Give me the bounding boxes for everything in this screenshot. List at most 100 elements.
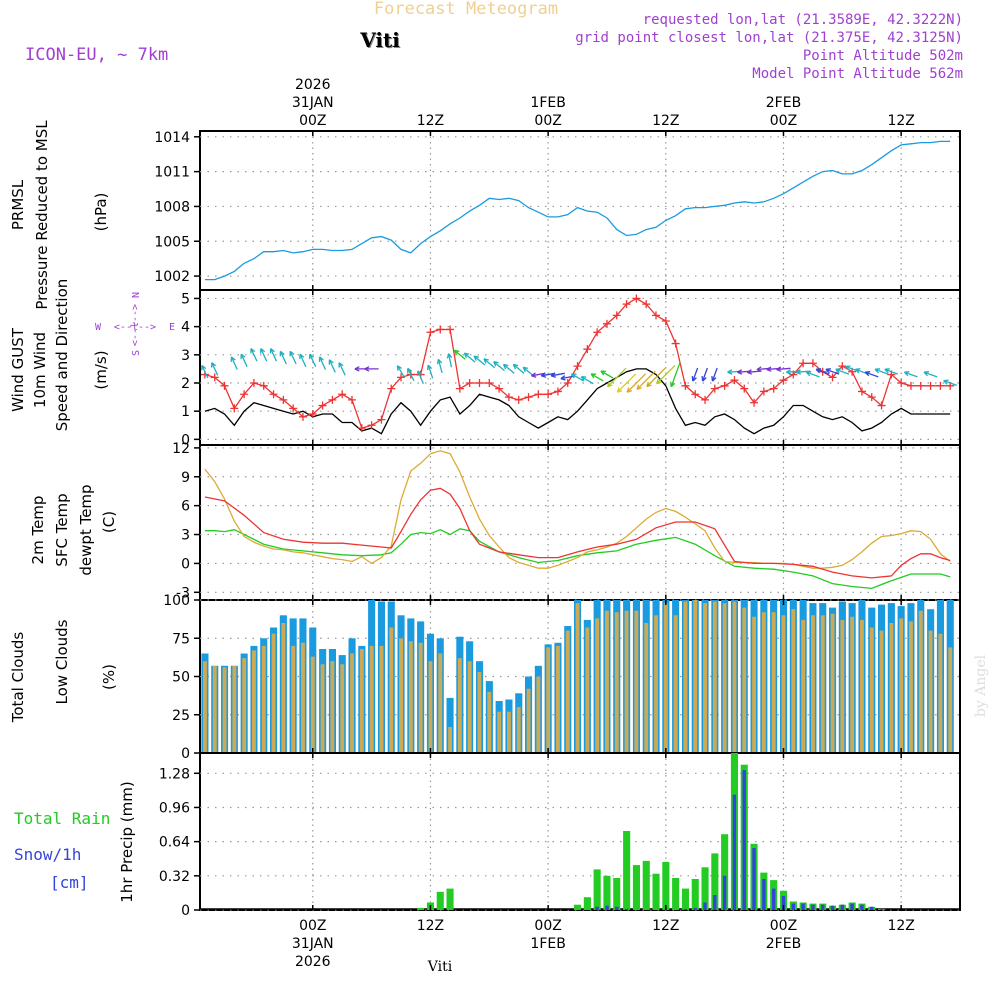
low-clouds-bar [389, 627, 394, 753]
y-tick-label: 6 [181, 499, 190, 515]
low-clouds-bar [252, 650, 256, 753]
wind-arrow [250, 347, 258, 362]
dewpoint-line [204, 528, 951, 590]
wind-arrow [655, 364, 676, 385]
wind-arrow [835, 368, 850, 375]
low-clouds-bar [722, 603, 727, 753]
rain-bar [583, 897, 591, 910]
wind-arrow [446, 353, 453, 368]
wind-unit: (m/s) [92, 350, 110, 389]
time-label-bottom: 00Z [299, 918, 326, 934]
y-tick-label: 4 [181, 320, 190, 336]
wind-arrow [600, 370, 614, 379]
wind-arrow [864, 371, 879, 378]
low-clouds-bar [212, 665, 217, 753]
gust-marker [240, 390, 249, 399]
low-clouds-bar [899, 618, 904, 753]
snow-bar [683, 908, 688, 910]
y-tick-label: 0 [181, 903, 190, 919]
wind-arrow [746, 369, 762, 375]
wind-arrow [211, 362, 219, 376]
y-tick-label: 0.96 [159, 800, 190, 816]
time-label-bottom: 00Z [770, 918, 797, 934]
compass-west: W [95, 322, 102, 333]
wind-arrow [540, 372, 556, 378]
wind-arrow [560, 375, 575, 381]
compass-south: S [131, 350, 142, 356]
gust-marker [544, 390, 553, 399]
snow-unit-label: [cm] [50, 873, 89, 892]
gust-marker [338, 390, 347, 399]
pressure-label-2: Pressure Reduced to MSL [33, 120, 51, 310]
gust-marker [279, 395, 288, 404]
credit-watermark: by Angel [973, 654, 989, 717]
wind-10m-label: 10m Wind [31, 332, 49, 408]
wind-panel: 0 1 2 3 4 5 Wind GUST 10m Wind Speed and Dire… [9, 279, 961, 448]
requested-coords: requested lon,lat (21.3589E, 42.3222N) [643, 12, 963, 28]
rain-bar [436, 891, 444, 910]
time-label-bottom: 2026 [295, 954, 331, 970]
wind-arrow [338, 362, 346, 376]
snow-bar [830, 905, 835, 910]
snow-label: Snow/1h [14, 845, 81, 864]
pressure-panel: 1002 1005 1008 1011 1014 PRMSL Pressure Redu… [9, 120, 961, 310]
wind-arrow [502, 363, 515, 374]
snow-bar [742, 770, 746, 910]
low-clouds-bar [791, 609, 796, 753]
low-clouds-bar [820, 615, 825, 753]
snow-bar [821, 904, 825, 910]
rain-bar [623, 831, 631, 910]
rain-bar [632, 865, 640, 910]
y-tick-label: 1005 [154, 234, 190, 250]
time-label-bottom: 2FEB [766, 936, 801, 952]
wind-arrow [701, 367, 709, 382]
gust-marker [495, 384, 504, 393]
gust-marker [387, 384, 396, 393]
low-clouds-bar [585, 627, 590, 753]
precip-unit: 1hr Precip (mm) [118, 781, 136, 902]
wind-arrow [550, 372, 565, 378]
wind-arrow [805, 371, 820, 378]
gust-marker [553, 387, 562, 396]
low-clouds-bar [448, 727, 452, 753]
rain-bar [662, 861, 670, 910]
gust-marker [926, 381, 935, 390]
y-tick-label: 1011 [154, 165, 190, 181]
wind-arrow [590, 373, 604, 382]
low-clouds-bar [683, 601, 688, 753]
snow-bar [722, 875, 727, 910]
y-tick-label: 1008 [154, 199, 190, 215]
total-rain-label: Total Rain [14, 809, 110, 828]
time-label-bottom: 12Z [417, 918, 444, 934]
gust-marker [298, 412, 307, 421]
low-clouds-bar [624, 610, 629, 753]
rain-bar [593, 869, 601, 910]
snow-bar [811, 904, 815, 910]
low-clouds-bar [781, 615, 786, 753]
wind-arrow [943, 379, 958, 387]
gust-marker [455, 384, 464, 393]
low-clouds-bar [291, 645, 296, 753]
wind-arrow [407, 367, 415, 382]
y-tick-label: 0 [181, 746, 190, 762]
gust-marker [720, 381, 729, 390]
low-clouds-bar [938, 633, 943, 753]
gust-marker [573, 362, 582, 371]
snow-bar [840, 904, 844, 910]
low-clouds-bar [673, 615, 678, 753]
low-clouds-bar [487, 691, 492, 753]
low-clouds-bar [408, 641, 413, 753]
snow-bar [732, 794, 737, 910]
y-tick-label: 50 [172, 670, 190, 686]
y-tick-label: 3 [181, 348, 190, 364]
wind-arrow [815, 368, 830, 375]
low-clouds-bar [301, 642, 305, 753]
rain-bar [613, 878, 621, 910]
wind-gust-label: Wind GUST [9, 327, 27, 412]
low-clouds-bar [850, 616, 855, 753]
wind-dir-label: Speed and Direction [53, 279, 71, 432]
temp-sfc-label: SFC Temp [53, 493, 71, 566]
low-clouds-bar [457, 658, 462, 753]
y-tick-label: -3 [176, 585, 190, 601]
gust-marker [348, 395, 356, 404]
